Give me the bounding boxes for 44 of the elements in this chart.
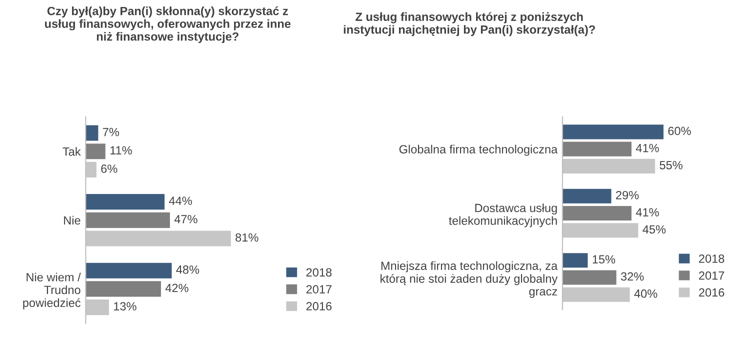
legend-label: 2018 [306, 268, 332, 277]
data-label: 45% [642, 225, 666, 234]
bar [562, 142, 632, 156]
data-label: 40% [634, 289, 658, 298]
data-label: 81% [236, 233, 258, 242]
data-label: 44% [168, 196, 192, 205]
chart-title: Czy był(a)by Pan(i) skłonna(y) skorzystać z usług finansowych, oferowanych przez inne niż finansowe instytucje? [45, 6, 291, 44]
data-label: 13% [114, 302, 136, 310]
bar [86, 262, 172, 278]
bar [562, 270, 616, 285]
data-label: 55% [660, 161, 682, 170]
data-label: 48% [176, 265, 200, 274]
bar [86, 144, 106, 160]
data-label: 41% [636, 208, 659, 216]
legend-label: 2017 [306, 285, 332, 294]
bar [562, 206, 632, 221]
data-label: 60% [668, 126, 691, 136]
bar [86, 212, 170, 228]
data-label: 41% [636, 144, 659, 152]
legend-label: 2016 [699, 288, 724, 297]
bar [86, 194, 165, 210]
data-label: 11% [110, 146, 132, 154]
bar [86, 281, 161, 297]
bar [562, 253, 588, 268]
y-tick-label: Nie wiem / Trudno powiedzieć [23, 272, 81, 310]
chart-title: Z usług finansowych której z poniższych instytucji najchętniej by Pan(i) skorzystał(a)? [344, 12, 595, 36]
data-label: 6% [101, 164, 118, 173]
data-label: 42% [165, 284, 188, 292]
legend-label: 2017 [699, 271, 724, 280]
legend-label: 2018 [699, 254, 724, 263]
y-tick-label: Globalna firma technologiczna [399, 144, 558, 156]
bar [562, 188, 612, 204]
data-label: 15% [592, 255, 616, 264]
bar [562, 124, 664, 140]
legend-label: 2016 [306, 302, 332, 310]
bar [86, 125, 98, 141]
data-label: 47% [174, 215, 198, 224]
y-tick-label: Dostawca usług telekomunikacyjnych [448, 204, 557, 228]
y-tick-label: Mniejsza firma technologiczna, za którą nie stoi żaden duży globalny gracz [380, 261, 558, 298]
y-tick-label: Tak [62, 147, 81, 156]
data-label: 29% [616, 190, 639, 200]
data-label: 32% [620, 272, 644, 281]
data-label: 7% [102, 128, 120, 136]
y-tick-label: Nie [64, 216, 80, 225]
